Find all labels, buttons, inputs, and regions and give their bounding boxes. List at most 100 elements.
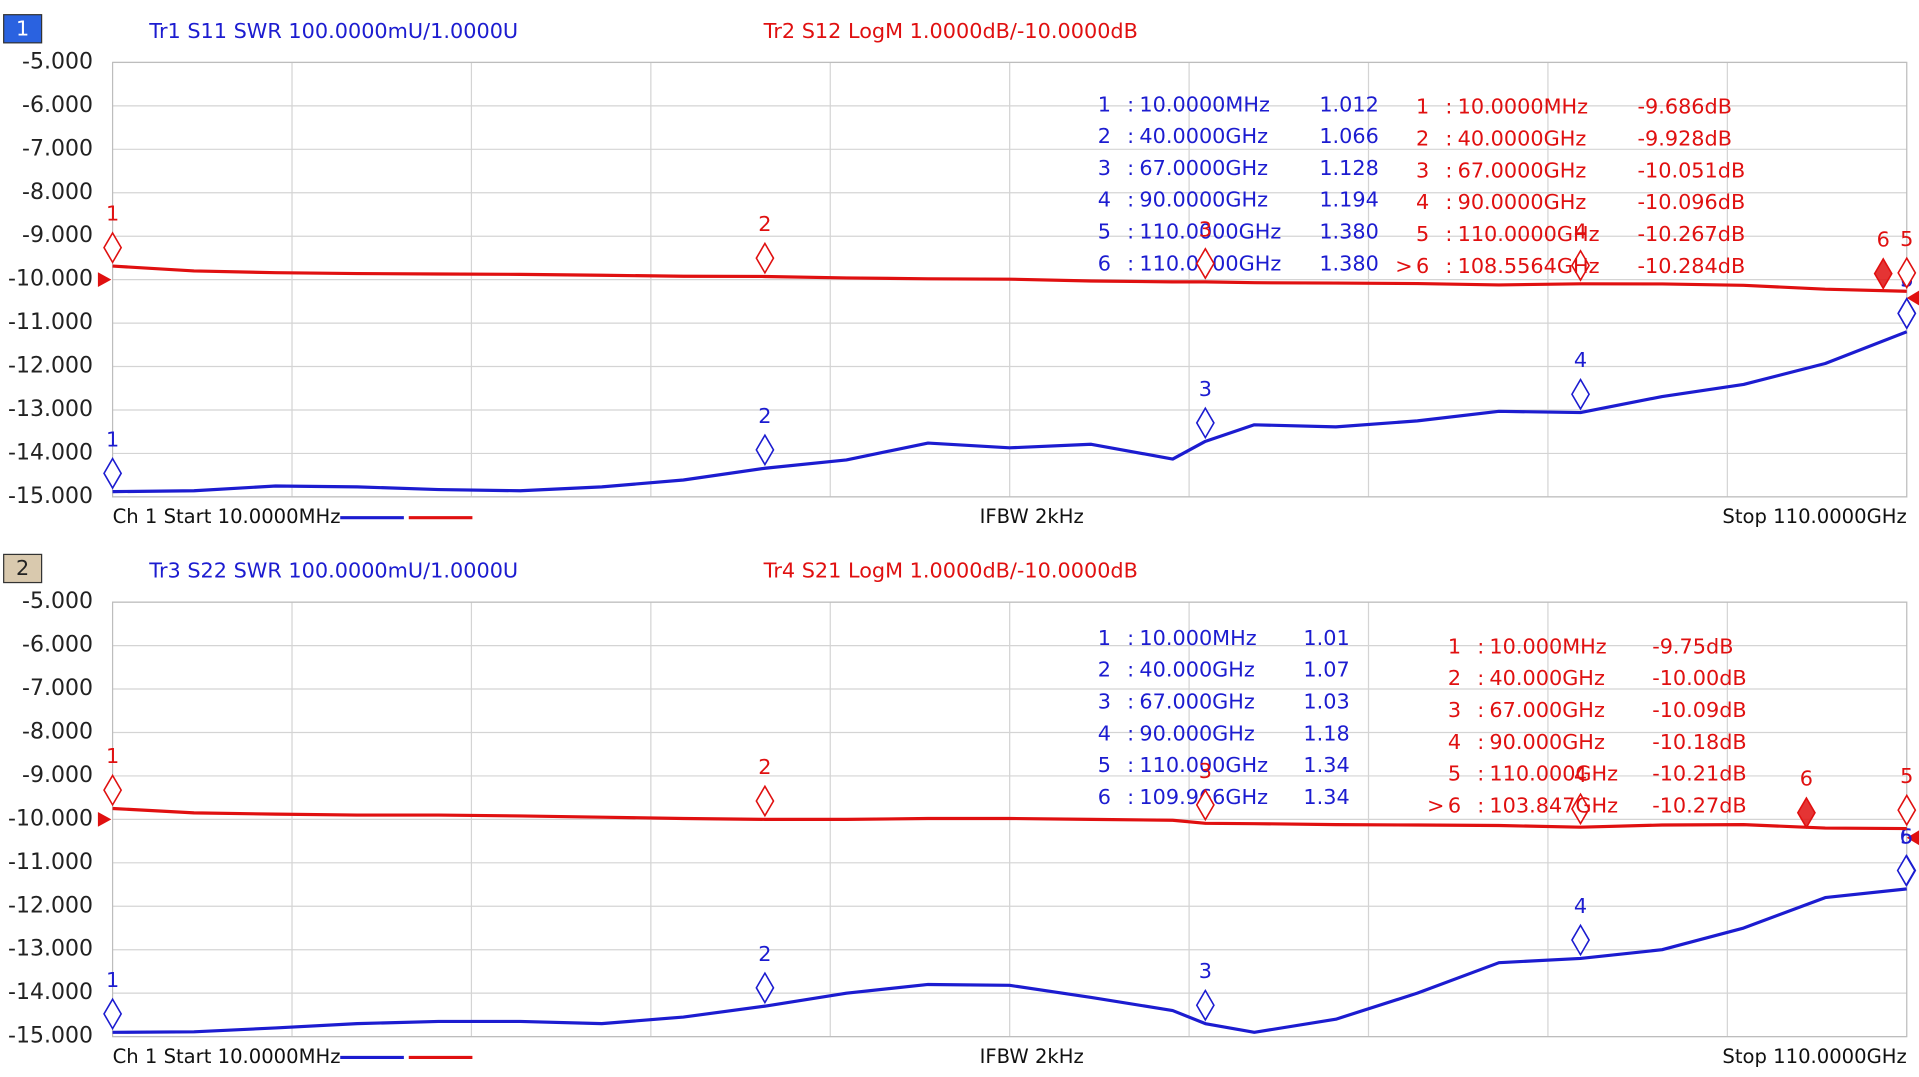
marker-diamond bbox=[1195, 988, 1215, 1022]
ref-arrow-right bbox=[1906, 830, 1919, 846]
readout-value: -9.928dB bbox=[1638, 127, 1733, 151]
readout-id: 6 bbox=[1448, 794, 1461, 818]
footer-center: IFBW 2kHz bbox=[980, 505, 1084, 528]
marker-number: 2 bbox=[758, 755, 771, 779]
y-tick-label: -8.000 bbox=[22, 719, 93, 744]
marker-diamond bbox=[103, 231, 123, 264]
readout-value: -10.284dB bbox=[1638, 254, 1746, 278]
marker-number: 1 bbox=[106, 968, 119, 992]
readout-value: -9.686dB bbox=[1638, 95, 1733, 119]
marker-number: 4 bbox=[1574, 894, 1587, 918]
readout-colon: : bbox=[1127, 689, 1134, 713]
readout-id: 4 bbox=[1448, 730, 1461, 754]
marker-number: 2 bbox=[758, 942, 771, 966]
marker-diamond bbox=[1195, 406, 1215, 440]
y-tick-label: -5.000 bbox=[22, 589, 93, 614]
y-tick-label: -12.000 bbox=[8, 354, 93, 379]
marker-number: 3 bbox=[1199, 377, 1212, 401]
readout-frequency: 110.000GHz bbox=[1489, 762, 1618, 786]
trace bbox=[112, 330, 1908, 494]
readout-frequency: 10.000MHz bbox=[1489, 634, 1606, 658]
marker-diamond bbox=[1195, 788, 1215, 822]
readout-frequency: 90.000GHz bbox=[1139, 721, 1255, 745]
readout-colon: : bbox=[1445, 158, 1452, 182]
readout-colon: : bbox=[1127, 251, 1134, 275]
marker-diamond bbox=[1897, 297, 1917, 330]
trace-header: Tr3 S22 SWR 100.0000mU/1.0000U bbox=[148, 559, 518, 583]
readout-colon: : bbox=[1127, 188, 1134, 212]
readout-id: 6 bbox=[1098, 785, 1111, 809]
readout-id: 4 bbox=[1416, 190, 1429, 214]
readout-id: 5 bbox=[1416, 222, 1429, 246]
readout-frequency: 67.000GHz bbox=[1489, 698, 1605, 722]
readout-id: 2 bbox=[1098, 124, 1111, 148]
readout-colon: : bbox=[1127, 124, 1134, 148]
trace-header: Tr1 S11 SWR 100.0000mU/1.0000U bbox=[148, 19, 518, 43]
readout-value: 1.07 bbox=[1303, 658, 1349, 682]
readout-value: -10.09dB bbox=[1652, 698, 1747, 722]
trace-header: Tr2 S12 LogM 1.0000dB/-10.0000dB bbox=[763, 19, 1138, 43]
y-tick-label: -14.000 bbox=[8, 980, 93, 1005]
readout-colon: : bbox=[1127, 156, 1134, 180]
readout-frequency: 10.0000MHz bbox=[1458, 95, 1589, 119]
y-tick-label: -10.000 bbox=[8, 806, 93, 831]
marker-number: 1 bbox=[106, 744, 119, 768]
readout-frequency: 40.000GHz bbox=[1489, 666, 1605, 690]
marker-diamond bbox=[755, 971, 775, 1005]
readout-colon: : bbox=[1445, 254, 1452, 278]
marker-diamond bbox=[1571, 249, 1591, 282]
readout-id: 3 bbox=[1098, 156, 1111, 180]
trace bbox=[112, 887, 1907, 1034]
readout-colon: : bbox=[1445, 95, 1452, 119]
marker-number: 4 bbox=[1574, 219, 1587, 243]
readout-id: 1 bbox=[1448, 634, 1461, 658]
y-tick-label: -5.000 bbox=[22, 49, 93, 74]
marker-diamond bbox=[755, 241, 775, 275]
readout-colon: : bbox=[1477, 634, 1484, 658]
ref-arrow-left bbox=[97, 812, 112, 827]
readout-frequency: 108.5564GHz bbox=[1458, 254, 1600, 278]
readout-value: 1.380 bbox=[1319, 220, 1379, 244]
marker-diamond bbox=[1873, 257, 1893, 290]
y-tick-label: -7.000 bbox=[22, 136, 93, 161]
readout-id: 5 bbox=[1448, 762, 1461, 786]
readout-colon: : bbox=[1477, 730, 1484, 754]
y-tick-label: -8.000 bbox=[22, 180, 93, 205]
footer-start: Ch 1 Start 10.0000MHz bbox=[113, 505, 341, 528]
readout-id: 1 bbox=[1416, 95, 1429, 119]
readout-id: 2 bbox=[1416, 127, 1429, 151]
marker-diamond bbox=[1896, 854, 1916, 887]
ref-arrow-right bbox=[1906, 290, 1919, 306]
readout-value: 1.194 bbox=[1319, 188, 1379, 212]
readout-colon: : bbox=[1477, 762, 1484, 786]
readout-frequency: 40.000GHz bbox=[1139, 658, 1255, 682]
readout-id: 5 bbox=[1098, 220, 1111, 244]
y-tick-label: -6.000 bbox=[22, 93, 93, 118]
marker-diamond bbox=[1897, 793, 1917, 827]
marker-number: 4 bbox=[1574, 348, 1587, 372]
marker-diamond bbox=[1195, 247, 1215, 280]
marker-number: 5 bbox=[1900, 824, 1913, 848]
footer-stop: Stop 110.0000GHz bbox=[1722, 505, 1906, 528]
y-tick-label: -9.000 bbox=[22, 763, 93, 788]
marker-number: 6 bbox=[1800, 767, 1813, 791]
readout-frequency: 90.0000GHz bbox=[1458, 190, 1587, 214]
footer-start: Ch 1 Start 10.0000MHz bbox=[113, 1045, 341, 1068]
marker-diamond bbox=[755, 784, 775, 818]
readout-id: 6 bbox=[1098, 251, 1111, 275]
readout-frequency: 110.000GHz bbox=[1139, 753, 1268, 777]
readout-colon: : bbox=[1477, 666, 1484, 690]
y-tick-label: -15.000 bbox=[8, 484, 93, 509]
y-tick-label: -6.000 bbox=[22, 633, 93, 658]
readout-id: 4 bbox=[1098, 188, 1111, 212]
y-tick-label: -9.000 bbox=[22, 223, 93, 248]
active-marker-sign: > bbox=[1427, 794, 1444, 818]
readout-colon: : bbox=[1445, 222, 1452, 246]
readout-value: 1.01 bbox=[1303, 626, 1349, 650]
readout-id: 2 bbox=[1098, 658, 1111, 682]
trace bbox=[112, 264, 1907, 293]
readout-id: 4 bbox=[1098, 721, 1111, 745]
readout-value: -10.18dB bbox=[1652, 730, 1747, 754]
readout-frequency: 103.847GHz bbox=[1489, 794, 1618, 818]
readout-frequency: 67.000GHz bbox=[1139, 689, 1255, 713]
